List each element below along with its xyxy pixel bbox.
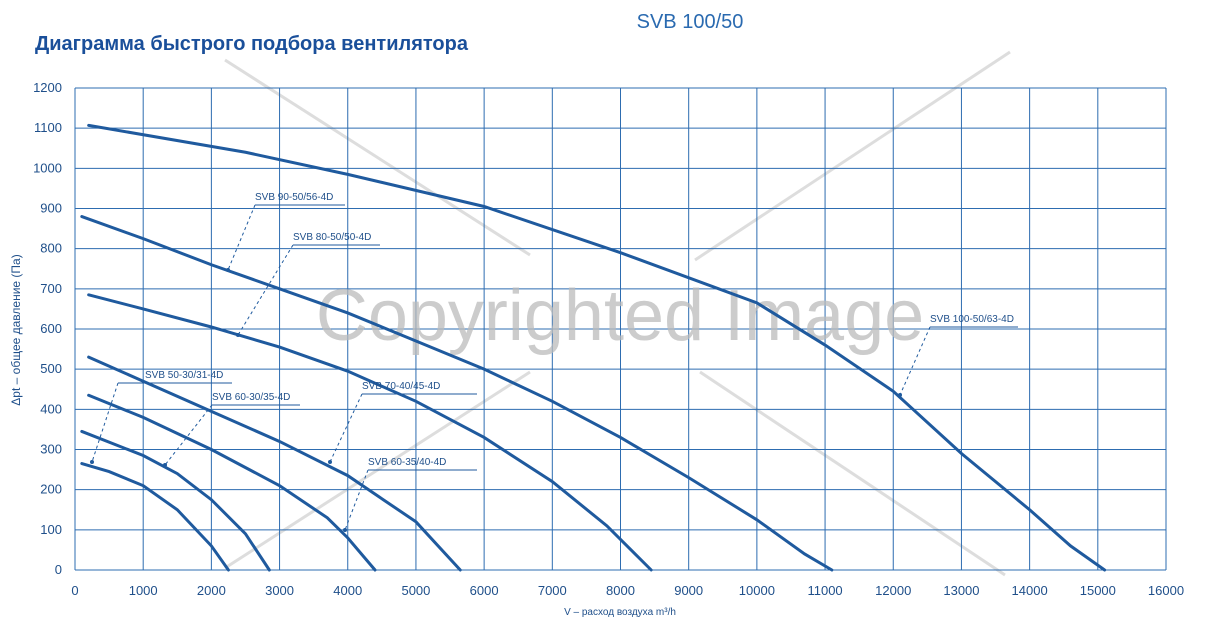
- y-tick-label: 200: [40, 482, 62, 497]
- leader-dot: [236, 333, 240, 337]
- watermark-line: [699, 370, 1006, 577]
- y-tick-label: 300: [40, 442, 62, 457]
- y-tick-label: 900: [40, 201, 62, 216]
- curve-label: SVB 60-30/35-4D: [212, 392, 290, 403]
- x-tick-label: 14000: [1012, 583, 1048, 598]
- x-tick-label: 15000: [1080, 583, 1116, 598]
- y-tick-label: 1000: [33, 160, 62, 175]
- x-tick-label: 0: [71, 583, 78, 598]
- leader-dot: [90, 460, 94, 464]
- leader-dot: [898, 393, 902, 397]
- curve-label: SVB 50-30/31-4D: [145, 370, 223, 381]
- x-tick-label: 7000: [538, 583, 567, 598]
- watermark-line: [694, 50, 1011, 262]
- label-leader: [329, 393, 363, 463]
- label-leader: [91, 382, 119, 463]
- leader-dot: [163, 463, 167, 467]
- fan-curve: [80, 215, 834, 572]
- x-tick-label: 11000: [807, 583, 842, 598]
- chart-subtitle: SVB 100/50: [637, 11, 744, 33]
- label-leader: [227, 204, 256, 271]
- curve-label: SVB 80-50/50-4D: [293, 232, 371, 243]
- y-tick-label: 0: [55, 562, 62, 577]
- y-tick-label: 1100: [34, 120, 62, 135]
- label-leader: [899, 326, 931, 396]
- fan-curve: [87, 355, 462, 572]
- label-leader: [344, 469, 369, 531]
- y-axis-label: Δpt – общее давление (Па): [9, 254, 23, 405]
- x-tick-label: 9000: [674, 583, 703, 598]
- x-tick-label: 8000: [606, 583, 635, 598]
- leader-dot: [343, 528, 347, 532]
- fan-curve: [87, 393, 377, 572]
- y-tick-label: 700: [40, 281, 62, 296]
- leader-dot: [226, 268, 230, 272]
- y-tick-label: 1200: [33, 80, 62, 95]
- x-tick-label: 2000: [197, 583, 226, 598]
- chart-title: Диаграмма быстрого подбора вентилятора: [35, 33, 469, 55]
- y-tick-label: 600: [40, 321, 62, 336]
- leader-dot: [328, 460, 332, 464]
- label-leader: [164, 404, 213, 466]
- curve-label: SVB 70-40/45-4D: [362, 381, 440, 392]
- curve-label: SVB 90-50/56-4D: [255, 192, 333, 203]
- fan-curve: [80, 429, 271, 572]
- watermark: Copyrighted Image: [316, 276, 924, 356]
- y-tick-label: 500: [40, 361, 62, 376]
- curve-label: SVB 60-35/40-4D: [368, 457, 446, 468]
- fan-curve: [87, 123, 1107, 572]
- x-tick-label: 1000: [129, 583, 158, 598]
- x-tick-label: 12000: [875, 583, 911, 598]
- x-tick-label: 6000: [470, 583, 499, 598]
- watermark-line: [224, 58, 531, 257]
- x-tick-label: 16000: [1148, 583, 1184, 598]
- fan-curve: [87, 293, 653, 572]
- y-tick-label: 800: [40, 241, 62, 256]
- y-tick-label: 100: [40, 522, 62, 537]
- fan-curve: [80, 462, 230, 572]
- x-tick-label: 13000: [943, 583, 979, 598]
- x-tick-label: 4000: [333, 583, 362, 598]
- x-tick-label: 3000: [265, 583, 294, 598]
- x-axis-label: V – расход воздуха m³/h: [564, 607, 676, 618]
- x-tick-label: 5000: [401, 583, 430, 598]
- curve-label: SVB 100-50/63-4D: [930, 314, 1014, 325]
- x-tick-label: 10000: [739, 583, 775, 598]
- y-tick-label: 400: [40, 401, 62, 416]
